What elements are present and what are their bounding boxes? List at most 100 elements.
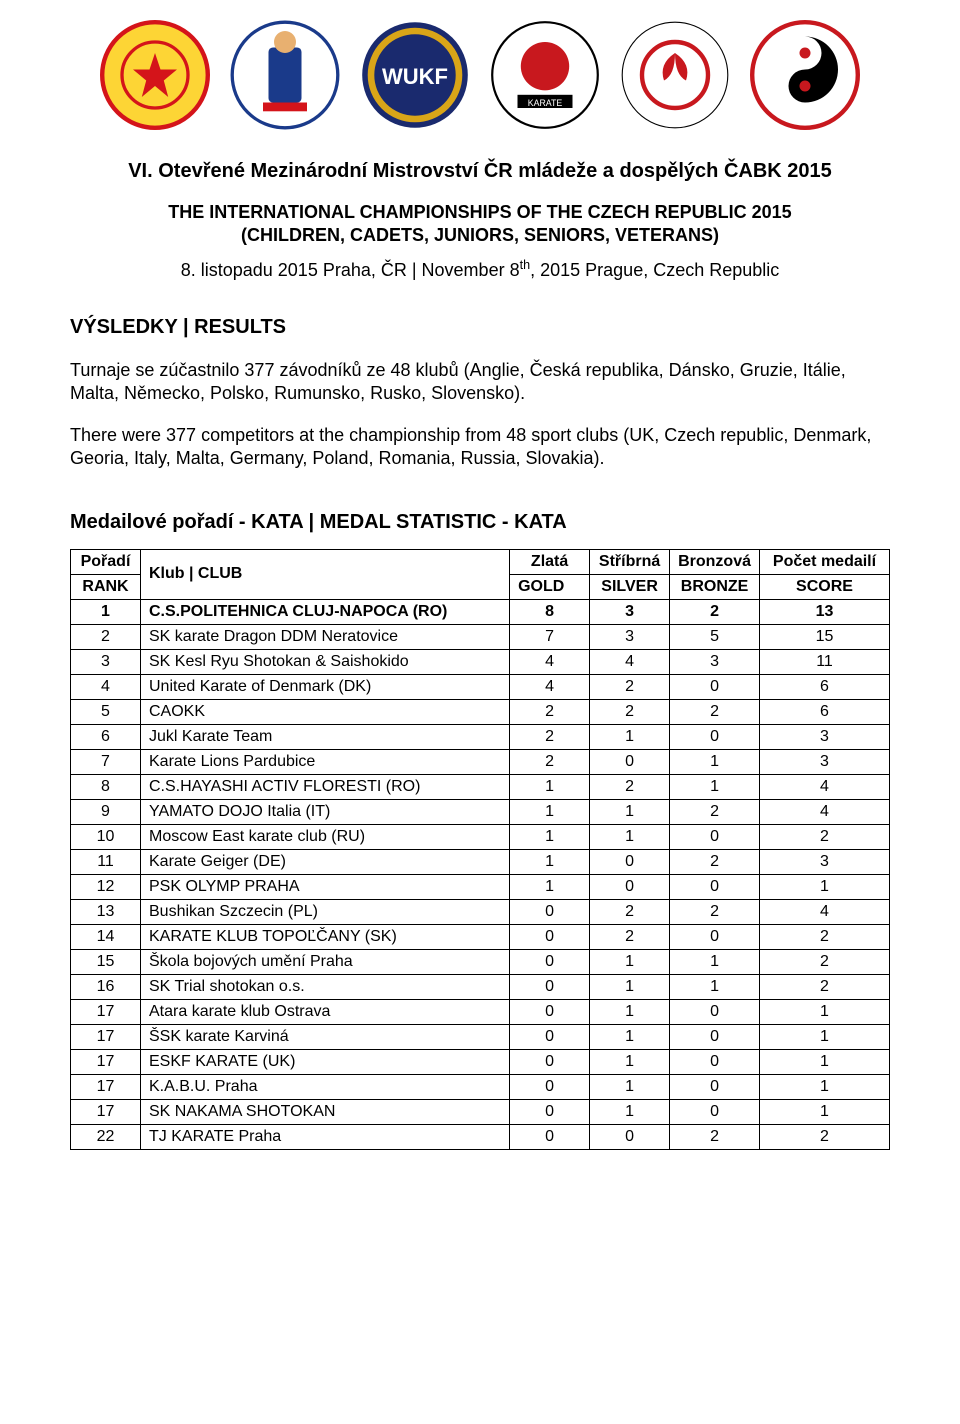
club-cell: Karate Geiger (DE) xyxy=(141,849,510,874)
table-row: 11Karate Geiger (DE)1023 xyxy=(71,849,890,874)
bronze-cell: 0 xyxy=(670,1024,760,1049)
table-row: 12PSK OLYMP PRAHA1001 xyxy=(71,874,890,899)
table-row: 16SK Trial shotokan o.s.0112 xyxy=(71,974,890,999)
date-post: , 2015 Prague, Czech Republic xyxy=(530,260,779,280)
cubu-logo xyxy=(750,20,860,130)
silver-cell: 0 xyxy=(590,849,670,874)
bronze-cell: 1 xyxy=(670,974,760,999)
club-cell: C.S.HAYASHI ACTIV FLORESTI (RO) xyxy=(141,774,510,799)
bronze-cell: 0 xyxy=(670,924,760,949)
silver-cell: 1 xyxy=(590,1099,670,1124)
club-cell: Jukl Karate Team xyxy=(141,724,510,749)
date-sup: th xyxy=(520,258,531,272)
club-cell: Bushikan Szczecin (PL) xyxy=(141,899,510,924)
hdr-gold-cz: Zlatá xyxy=(510,549,590,574)
silver-cell: 3 xyxy=(590,599,670,624)
table-row: 9YAMATO DOJO Italia (IT)1124 xyxy=(71,799,890,824)
bronze-cell: 0 xyxy=(670,1074,760,1099)
table-row: 17ESKF KARATE (UK)0101 xyxy=(71,1049,890,1074)
rank-cell: 17 xyxy=(71,1049,141,1074)
table-row: 17K.A.B.U. Praha0101 xyxy=(71,1074,890,1099)
silver-cell: 0 xyxy=(590,1124,670,1149)
svg-text:WUKF: WUKF xyxy=(382,64,448,89)
club-cell: SK Kesl Ryu Shotokan & Saishokido xyxy=(141,649,510,674)
bronze-cell: 0 xyxy=(670,874,760,899)
table-row: 13Bushikan Szczecin (PL)0224 xyxy=(71,899,890,924)
rank-cell: 9 xyxy=(71,799,141,824)
score-cell: 1 xyxy=(760,874,890,899)
club-cell: C.S.POLITEHNICA CLUJ-NAPOCA (RO) xyxy=(141,599,510,624)
bronze-cell: 0 xyxy=(670,1099,760,1124)
score-cell: 15 xyxy=(760,624,890,649)
bronze-cell: 2 xyxy=(670,799,760,824)
rank-cell: 17 xyxy=(71,1099,141,1124)
gold-cell: 7 xyxy=(510,624,590,649)
medal-table: Pořadí Klub | CLUB Zlatá Stříbrná Bronzo… xyxy=(70,549,890,1150)
date-line: 8. listopadu 2015 Praha, ČR | November 8… xyxy=(70,258,890,281)
bronze-cell: 0 xyxy=(670,824,760,849)
subtitle-block: THE INTERNATIONAL CHAMPIONSHIPS OF THE C… xyxy=(70,201,890,246)
table-row: 15Škola bojových umění Praha0112 xyxy=(71,949,890,974)
bronze-cell: 2 xyxy=(670,849,760,874)
bronze-cell: 0 xyxy=(670,724,760,749)
rank-cell: 3 xyxy=(71,649,141,674)
score-cell: 1 xyxy=(760,1099,890,1124)
silver-cell: 0 xyxy=(590,749,670,774)
gold-cell: 4 xyxy=(510,649,590,674)
table-row: 17SK NAKAMA SHOTOKAN0101 xyxy=(71,1099,890,1124)
table-row: 7Karate Lions Pardubice2013 xyxy=(71,749,890,774)
bronze-cell: 1 xyxy=(670,749,760,774)
table-row: 17Atara karate klub Ostrava0101 xyxy=(71,999,890,1024)
silver-cell: 2 xyxy=(590,924,670,949)
silver-cell: 1 xyxy=(590,824,670,849)
cabk-logo xyxy=(100,20,210,130)
bronze-cell: 1 xyxy=(670,774,760,799)
club-cell: ESKF KARATE (UK) xyxy=(141,1049,510,1074)
score-cell: 2 xyxy=(760,824,890,849)
hdr-rank-en: RANK xyxy=(71,574,141,599)
gold-cell: 1 xyxy=(510,824,590,849)
bronze-cell: 2 xyxy=(670,599,760,624)
rank-cell: 8 xyxy=(71,774,141,799)
table-row: 8C.S.HAYASHI ACTIV FLORESTI (RO)1214 xyxy=(71,774,890,799)
gold-cell: 1 xyxy=(510,799,590,824)
club-cell: K.A.B.U. Praha xyxy=(141,1074,510,1099)
club-cell: SK NAKAMA SHOTOKAN xyxy=(141,1099,510,1124)
gold-cell: 1 xyxy=(510,774,590,799)
bronze-cell: 3 xyxy=(670,649,760,674)
silver-cell: 1 xyxy=(590,799,670,824)
date-pre: 8. listopadu 2015 Praha, ČR | November 8 xyxy=(181,260,520,280)
gold-cell: 8 xyxy=(510,599,590,624)
stat-heading: Medailové pořadí - KATA | MEDAL STATISTI… xyxy=(70,511,890,534)
silver-cell: 2 xyxy=(590,774,670,799)
silver-cell: 1 xyxy=(590,1074,670,1099)
paragraph-cz: Turnaje se zúčastnilo 377 závodníků ze 4… xyxy=(70,359,890,406)
table-row: 5CAOKK2226 xyxy=(71,699,890,724)
wukf-logo: WUKF xyxy=(360,20,470,130)
score-cell: 4 xyxy=(760,774,890,799)
document-content: VI. Otevřené Mezinárodní Mistrovství ČR … xyxy=(0,140,960,1150)
bronze-cell: 2 xyxy=(670,899,760,924)
silver-cell: 4 xyxy=(590,649,670,674)
rank-cell: 17 xyxy=(71,1074,141,1099)
hdr-rank-cz: Pořadí xyxy=(71,549,141,574)
gold-cell: 2 xyxy=(510,724,590,749)
table-row: 22TJ KARATE Praha0022 xyxy=(71,1124,890,1149)
gold-cell: 2 xyxy=(510,699,590,724)
club-cell: SK karate Dragon DDM Neratovice xyxy=(141,624,510,649)
bronze-cell: 1 xyxy=(670,949,760,974)
score-cell: 3 xyxy=(760,724,890,749)
bronze-cell: 0 xyxy=(670,1049,760,1074)
gold-cell: 0 xyxy=(510,924,590,949)
gold-cell: 0 xyxy=(510,1024,590,1049)
table-row: 4United Karate of Denmark (DK)4206 xyxy=(71,674,890,699)
table-row: 14KARATE KLUB TOPOĽČANY (SK)0202 xyxy=(71,924,890,949)
rank-cell: 5 xyxy=(71,699,141,724)
score-cell: 1 xyxy=(760,1074,890,1099)
rank-cell: 7 xyxy=(71,749,141,774)
silver-cell: 1 xyxy=(590,1024,670,1049)
club-cell: Atara karate klub Ostrava xyxy=(141,999,510,1024)
club-cell: SK Trial shotokan o.s. xyxy=(141,974,510,999)
hdr-gold-en: GOLD xyxy=(510,574,590,599)
rank-cell: 13 xyxy=(71,899,141,924)
